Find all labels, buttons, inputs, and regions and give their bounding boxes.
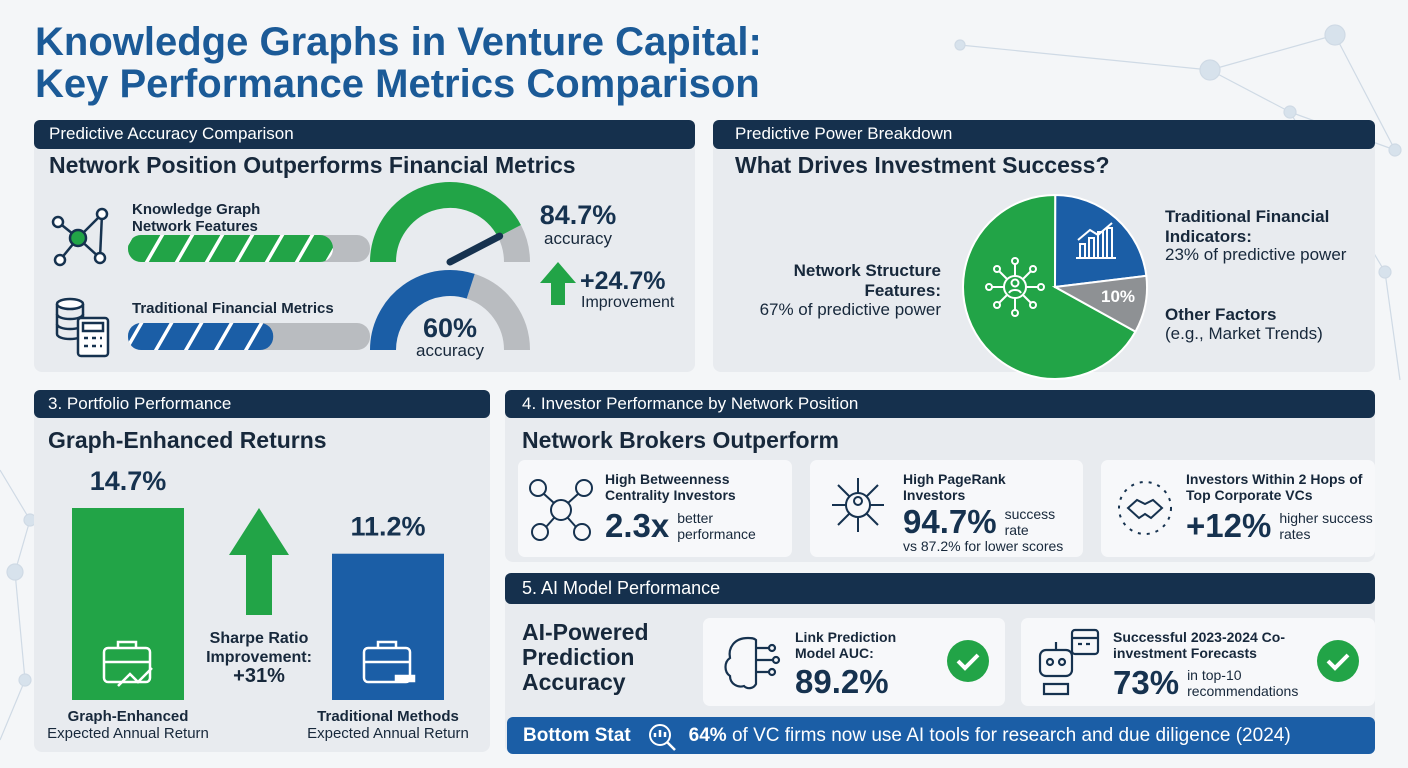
gauge-arc	[370, 182, 521, 263]
briefcase-icons	[102, 640, 416, 687]
title-line: Key Performance Metrics Comparison	[35, 62, 760, 106]
icons	[51, 207, 1359, 696]
panel-subtitle: What Drives Investment Success?	[735, 152, 1110, 178]
check-icons	[947, 640, 1359, 682]
gauge-label: Traditional Financial Metrics	[132, 300, 334, 317]
panel-header: Predictive Power Breakdown	[735, 124, 953, 143]
card-title: Investors Within 2 Hops of Top Corporate…	[1186, 471, 1363, 503]
gauge-value: 60%	[422, 313, 478, 343]
card-title: High PageRank Investors	[903, 471, 1006, 503]
pie	[962, 193, 1148, 380]
slice-label: 67% of predictive power	[759, 300, 941, 319]
card-detail: higher success rates	[1279, 510, 1373, 542]
arrow-up	[229, 262, 576, 615]
card-detail: in top-10 recommendations	[1187, 667, 1299, 699]
card-stat: 73%	[1113, 664, 1180, 701]
slice-label: 23% of predictive power	[1165, 245, 1347, 264]
ai-icons	[724, 628, 1100, 696]
gauge-needle	[446, 232, 504, 266]
card-stat-row: 73% in top-10 recommendations	[1113, 664, 1327, 702]
card-stat: 89.2%	[795, 663, 889, 700]
pie-slice	[962, 194, 1137, 380]
panel-header: 5. AI Model Performance	[522, 578, 721, 598]
panel-subtitle: Network Brokers Outperform	[522, 427, 839, 453]
bottom-label: Bottom Stat	[523, 724, 631, 746]
gauge-arc	[370, 270, 475, 351]
card-stat: 2.3x	[605, 507, 670, 544]
slice-name: Other Factors	[1165, 305, 1277, 324]
panel-header: 3. Portfolio Performance	[48, 394, 232, 413]
bar-caption: Expected Annual Return	[47, 725, 209, 742]
slice-note: (e.g., Market Trends)	[1165, 324, 1323, 343]
card-stat-row: 94.7% success rate	[903, 503, 1075, 541]
bottom-highlight: 64%	[688, 724, 727, 746]
card-detail: success rate	[1004, 506, 1056, 538]
improvement-label: Improvement	[581, 294, 675, 311]
panel-subtitle: Graph-Enhanced Returns	[48, 427, 327, 453]
return-bar	[332, 553, 444, 700]
gauge-label: Knowledge Graph Network Features	[132, 201, 261, 235]
gauge-unit: accuracy	[543, 229, 613, 248]
broker-icons	[529, 478, 1172, 541]
slice-name: Network Structure Features:	[793, 261, 941, 300]
bar-label: 11.2%	[350, 512, 425, 542]
card-title: Link Prediction Model AUC:	[795, 629, 897, 661]
panel-subtitle: Network Position Outperforms Financial M…	[49, 152, 576, 178]
gauge-track	[466, 273, 530, 351]
card-title: High Betweenness Centrality Investors	[605, 471, 736, 503]
accuracy-bar	[128, 323, 274, 350]
pie-slice	[1051, 274, 1148, 333]
card-stat: +12%	[1186, 507, 1272, 544]
title-line: Knowledge Graphs in Venture Capital:	[35, 20, 762, 64]
accuracy-bar	[128, 235, 333, 262]
card-stat-row: 2.3x better performance	[605, 507, 772, 545]
bottom-text: of VC firms now use AI tools for researc…	[731, 724, 1291, 746]
gauge-value: 84.7%	[539, 200, 617, 230]
sharpe-value: +31%	[233, 665, 285, 687]
bar-caption: Expected Annual Return	[307, 725, 469, 742]
gauge-track	[497, 225, 530, 263]
finance-icon	[55, 297, 110, 358]
slice-label: 10%	[1100, 287, 1136, 306]
graph-icon	[51, 207, 109, 267]
panel-header: Predictive Accuracy Comparison	[49, 124, 294, 143]
bars	[72, 508, 444, 700]
slice-name: Traditional Financial Indicators:	[1165, 207, 1330, 246]
card-note: vs 87.2% for lower scores	[903, 538, 1064, 554]
pie-network-icon	[985, 257, 1045, 317]
card-title: Successful 2023-2024 Co-investment Forec…	[1113, 629, 1285, 661]
bar-label: 14.7%	[90, 466, 167, 496]
sharpe-text: Sharpe Ratio Improvement:	[206, 630, 312, 666]
bottom-icon	[648, 723, 676, 751]
return-bar	[72, 508, 184, 700]
bar-name: Traditional Methods	[317, 708, 459, 725]
bar-name: Graph-Enhanced	[67, 708, 189, 725]
card-stat-row: +12% higher success rates	[1186, 507, 1374, 545]
panel-subtitle: AI-Powered Prediction Accuracy	[522, 619, 649, 695]
check-marks	[956, 653, 1350, 671]
bottom-stat: Bottom Stat 64% of VC firms now use AI t…	[523, 717, 1291, 754]
pie-slice	[1053, 193, 1148, 289]
panel-header: 4. Investor Performance by Network Posit…	[522, 394, 859, 413]
pie-chart-icon	[1076, 222, 1116, 259]
gauge-unit: accuracy	[415, 341, 485, 360]
card-stat: 94.7%	[903, 503, 997, 540]
card-detail: better performance	[677, 510, 756, 542]
improvement-value: +24.7%	[580, 267, 666, 295]
